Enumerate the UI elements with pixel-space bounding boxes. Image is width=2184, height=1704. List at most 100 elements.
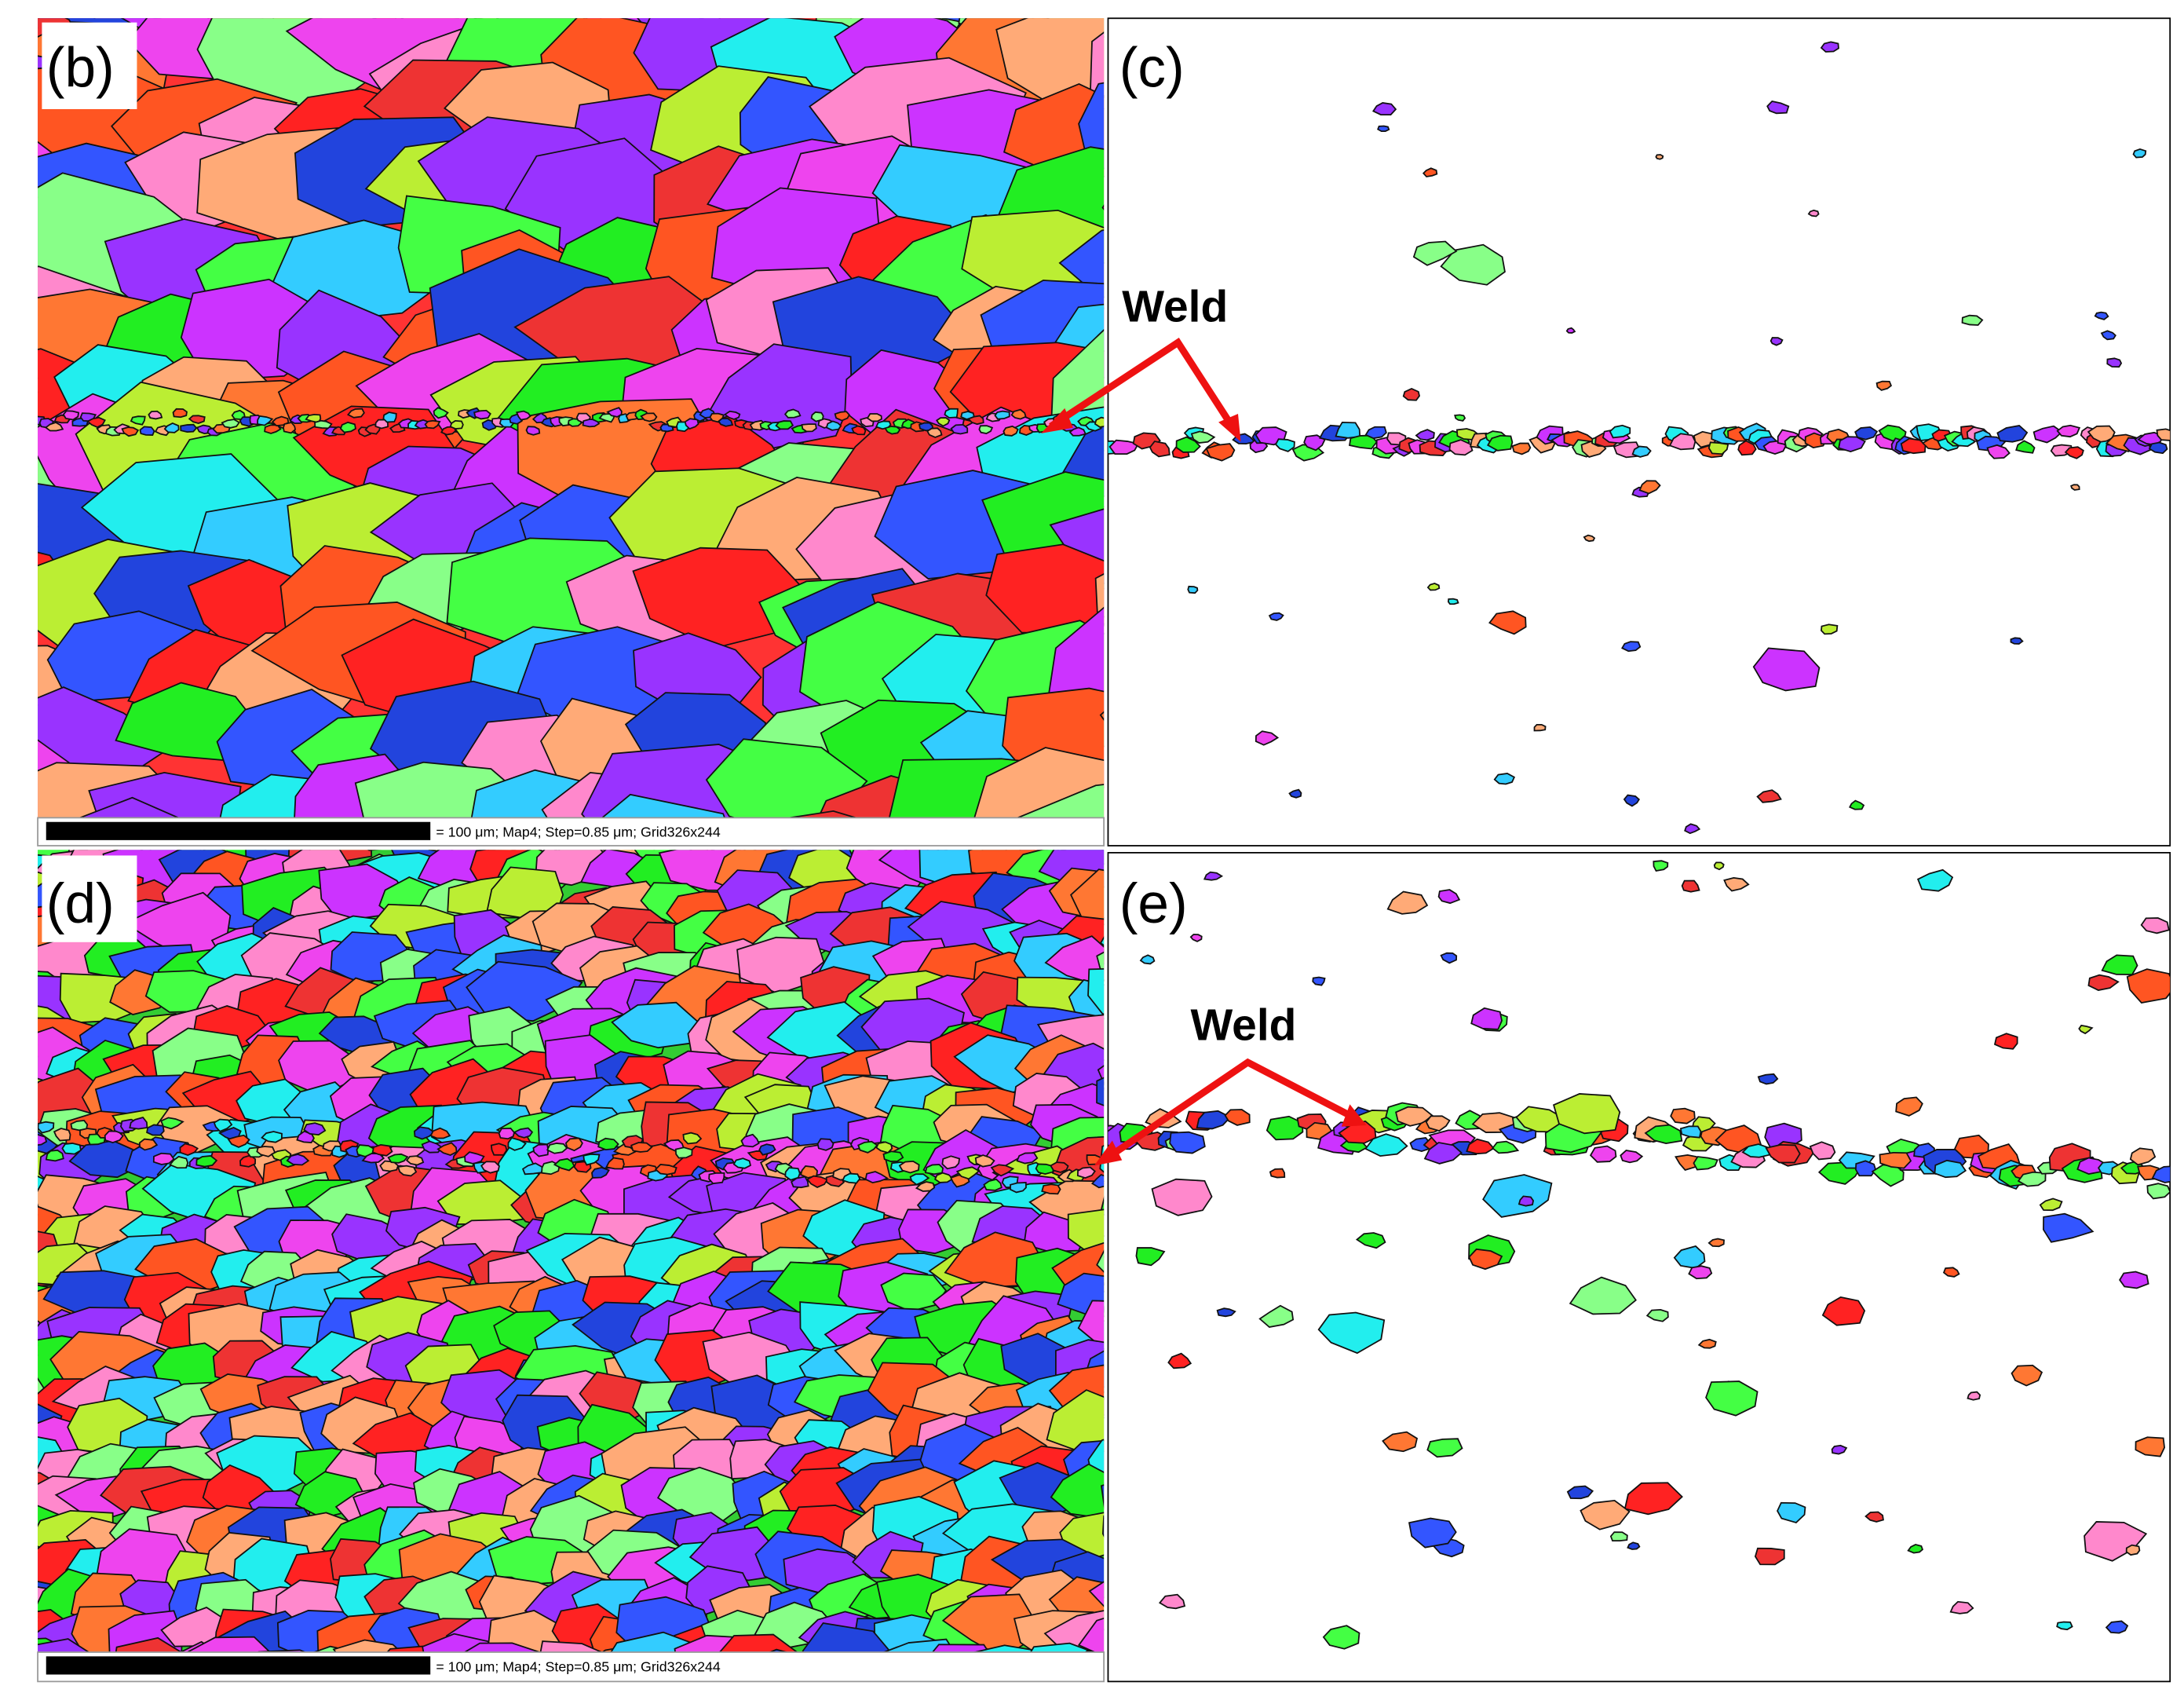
grain xyxy=(1190,430,1216,444)
grain xyxy=(1268,612,1284,621)
grain xyxy=(2087,425,2116,444)
grain xyxy=(498,1127,515,1140)
grain xyxy=(880,1272,948,1312)
grain xyxy=(1653,860,1669,872)
grain xyxy=(1422,167,1438,177)
grain xyxy=(1447,598,1459,605)
grain xyxy=(2011,1364,2043,1387)
panel-label: (b) xyxy=(46,37,115,99)
grain xyxy=(1900,437,1927,455)
grain xyxy=(1265,1115,1304,1141)
grain xyxy=(1371,102,1397,115)
grain xyxy=(825,420,842,431)
grain xyxy=(1096,1249,1105,1273)
grain xyxy=(866,413,882,422)
grain xyxy=(2056,1621,2073,1631)
grain xyxy=(1303,434,1326,452)
grain xyxy=(1448,439,1474,456)
grain xyxy=(2094,311,2109,320)
grain xyxy=(723,410,741,420)
grain xyxy=(1707,441,1729,455)
grain xyxy=(1426,582,1441,591)
grain xyxy=(978,425,994,435)
weld-label: Weld xyxy=(1190,1000,1296,1050)
grain xyxy=(1821,1296,1866,1326)
grain xyxy=(1907,1543,1924,1554)
grain xyxy=(1203,871,1224,881)
grain xyxy=(1067,1209,1105,1258)
grain xyxy=(1016,784,1105,818)
grains-e xyxy=(1108,860,2171,1650)
grain xyxy=(1693,1156,1718,1171)
grain xyxy=(1644,1124,1683,1145)
grain xyxy=(1668,433,1696,451)
grain xyxy=(909,1173,930,1186)
grain xyxy=(1879,1151,1912,1169)
grain xyxy=(955,1166,981,1180)
grain xyxy=(974,1154,995,1168)
grain xyxy=(2043,1212,2095,1243)
grain xyxy=(2101,954,2138,975)
grain xyxy=(1916,868,1954,892)
grain xyxy=(1961,314,1984,326)
grain xyxy=(926,427,943,438)
grain xyxy=(507,1136,527,1151)
grain xyxy=(2100,330,2116,341)
grain xyxy=(1679,1125,1702,1139)
grain xyxy=(842,1172,861,1184)
grain xyxy=(1468,1248,1503,1271)
grain xyxy=(1077,1617,1105,1652)
grain xyxy=(1425,1115,1451,1132)
panel-label: (e) xyxy=(1119,873,1188,935)
grain xyxy=(1402,387,1420,401)
grain xyxy=(1854,426,1879,441)
grain xyxy=(1895,1096,1923,1117)
grain xyxy=(1807,209,1820,218)
grain xyxy=(461,1683,521,1704)
grain xyxy=(1029,1642,1096,1652)
grain xyxy=(121,426,140,437)
grain xyxy=(1583,534,1596,543)
grain xyxy=(1426,1438,1463,1458)
grain xyxy=(1569,1276,1637,1315)
scale-text: = 100 μm; Map4; Step=0.85 μm; Grid326x24… xyxy=(436,825,721,840)
grain xyxy=(1010,408,1027,420)
grain xyxy=(1482,1174,1553,1218)
grain xyxy=(303,1122,327,1135)
grains-b xyxy=(38,18,1105,818)
grain xyxy=(1139,954,1156,965)
grain xyxy=(1167,1352,1192,1369)
grain xyxy=(286,1154,310,1166)
grain xyxy=(104,1130,124,1143)
grain xyxy=(684,418,699,430)
grain xyxy=(2078,1024,2094,1035)
grain xyxy=(2039,1198,2063,1212)
grain xyxy=(429,1127,451,1139)
grain xyxy=(915,1181,936,1192)
grain xyxy=(2087,974,2120,991)
grain xyxy=(654,1164,677,1176)
grain xyxy=(1135,1247,1166,1267)
grain xyxy=(195,1155,218,1168)
arrow-head xyxy=(1218,413,1241,442)
grain xyxy=(933,1172,955,1183)
grain xyxy=(994,410,1010,420)
grain xyxy=(553,1157,575,1172)
grain xyxy=(1986,444,2011,459)
grain xyxy=(1511,442,1532,455)
grain xyxy=(339,421,356,433)
grain xyxy=(1046,1389,1105,1454)
grain xyxy=(1638,480,1661,495)
grain xyxy=(1707,1238,1725,1248)
grain xyxy=(1875,380,1893,391)
grain xyxy=(38,1638,90,1652)
grain xyxy=(1010,1182,1027,1194)
grain xyxy=(515,410,531,421)
grain xyxy=(1765,1143,1801,1164)
grain xyxy=(911,1680,1008,1704)
grain xyxy=(1821,623,1839,635)
grain xyxy=(601,793,726,818)
grain xyxy=(546,1143,568,1154)
grain xyxy=(1620,1150,1644,1164)
